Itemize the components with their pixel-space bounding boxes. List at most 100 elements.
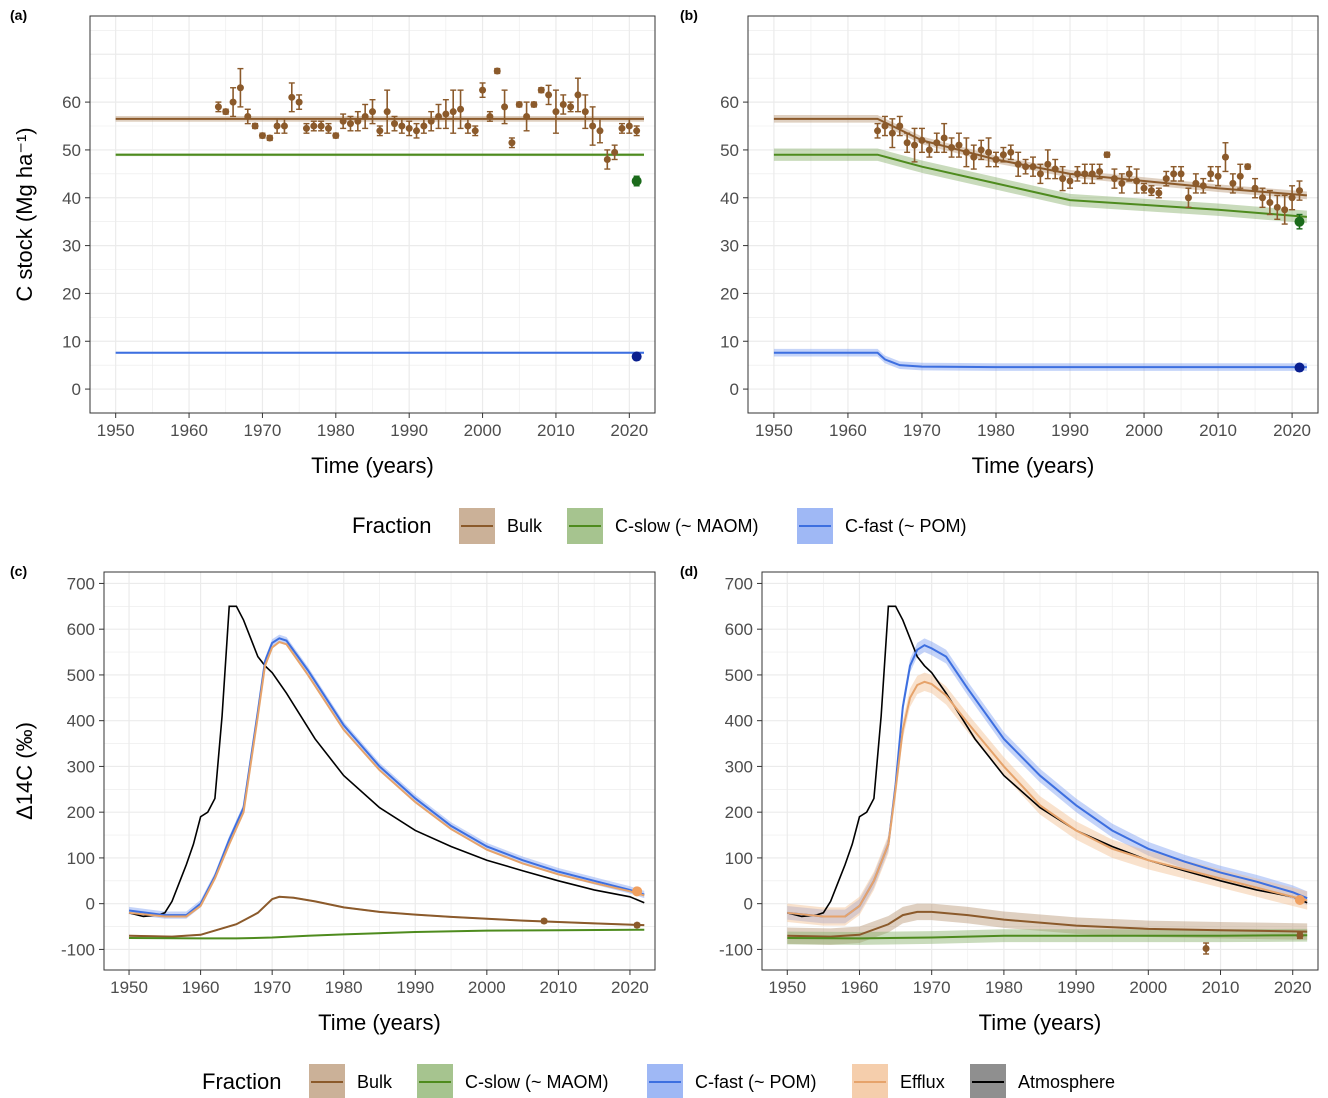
y-tick-label: 0 [730,380,739,399]
plot-frame [747,15,1319,414]
y-tick-label: 40 [720,189,739,208]
data-point-bulk [574,91,582,99]
x-tick-label: 1970 [244,421,282,440]
x-tick-label: 1980 [317,421,355,440]
legend-label-atmosphere: Atmosphere [1018,1072,1115,1092]
data-point-bulk [1184,194,1192,202]
data-point-bulk [222,108,230,116]
band-bulk [787,903,1308,945]
data-point-bulk [881,122,889,130]
data-point-bulk [295,98,303,106]
data-point-bulk [486,112,494,120]
data-point-bulk [273,122,281,130]
observations [214,67,642,362]
x-tick-label: 1950 [110,978,148,997]
data-point-bulk [918,136,926,144]
data-point-bulk [1236,172,1244,180]
data-point-bulk [398,122,406,130]
data-point-bulk [888,129,896,137]
data-point-bulk [925,146,933,154]
data-point-bulk [464,122,472,130]
data-point-bulk [1281,206,1289,214]
legend-top: Fraction Bulk C-slow (~ MAOM) C-fast (~ POM… [352,508,967,544]
data-point-fast [631,351,642,362]
series-line-slow [129,928,645,940]
data-point-bulk [332,132,340,140]
legend-label-bulk: Bulk [357,1072,393,1092]
data-point-bulk [479,86,487,94]
data-point-bulk [970,153,978,161]
y-tick-label: 400 [67,712,95,731]
y-tick-label: 500 [67,666,95,685]
data-point-bulk [1214,172,1222,180]
ticks: 1950 1960 1970 1980 1990 2000 2010 2020 -100 0 100… [719,574,1312,997]
data-point-bulk [896,122,904,130]
data-point-bulk [1273,203,1281,211]
series-line-slow [773,153,1307,218]
plot-frame [761,571,1319,971]
series-line-fast [773,351,1307,369]
data-point-bulk [874,127,882,135]
y-tick-label: 30 [720,237,739,256]
data-point-bulk [1029,163,1037,171]
data-point-bulk [1036,170,1044,178]
data-point-efflux [632,886,643,897]
series-line-bulk [787,910,1308,938]
y-tick-label: 40 [62,189,81,208]
x-tick-label: 1950 [768,978,806,997]
data-point-bulk [523,112,531,120]
data-point-bulk [442,110,450,118]
y-tick-label: 50 [62,141,81,160]
y-tick-label: 0 [72,380,81,399]
data-point-bulk [493,67,501,75]
legend-label-fast: C-fast (~ POM) [695,1072,817,1092]
y-tick-label: 60 [62,93,81,112]
x-tick-label: 1960 [829,421,867,440]
data-point-bulk [1066,177,1074,185]
data-point-bulk [1266,199,1274,207]
data-point-bulk [625,122,633,130]
panel-a: 1950 1960 1970 1980 1990 2000 2010 2020 0 10 20 30 4… [10,7,656,478]
y-tick-label: 700 [725,574,753,593]
data-point-bulk [1295,187,1303,195]
x-tick-label: 1980 [977,421,1015,440]
data-point-bulk [955,141,963,149]
data-point-bulk [420,122,428,130]
data-point-bulk [1088,170,1096,178]
x-axis-title: Time (years) [979,1010,1102,1035]
series-line-atmosphere [128,605,645,918]
data-point-bulk [1199,182,1207,190]
x-tick-label: 1990 [390,421,428,440]
y-tick-label: 50 [720,141,739,160]
panel-label: (b) [680,7,698,23]
data-point-bulk [501,103,509,111]
legend-title: Fraction [352,513,431,538]
x-tick-label: 2000 [468,978,506,997]
x-tick-label: 2020 [611,978,649,997]
legend-label-bulk: Bulk [507,516,543,536]
data-point-bulk [1170,170,1178,178]
data-point-bulk [1162,175,1170,183]
data-point-fast [1294,362,1305,373]
data-point-bulk [1221,153,1229,161]
data-point-bulk [405,124,413,132]
data-point-bulk [633,127,641,135]
y-tick-label: 0 [86,895,95,914]
legend-label-fast: C-fast (~ POM) [845,516,967,536]
y-tick-label: 100 [725,849,753,868]
y-tick-label: 20 [62,284,81,303]
data-point-bulk [214,103,222,111]
data-point-bulk [1081,170,1089,178]
data-point-bulk [1059,175,1067,183]
y-tick-label: 600 [725,620,753,639]
data-point-bulk [324,124,332,132]
data-point-bulk [581,108,589,116]
data-point-bulk [346,120,354,128]
x-tick-label: 1960 [170,421,208,440]
data-point-bulk [567,103,575,111]
data-point-bulk [1133,177,1141,185]
x-tick-label: 2010 [1199,421,1237,440]
x-tick-label: 1990 [396,978,434,997]
data-point-bulk [508,139,516,147]
legend-label-efflux: Efflux [900,1072,945,1092]
